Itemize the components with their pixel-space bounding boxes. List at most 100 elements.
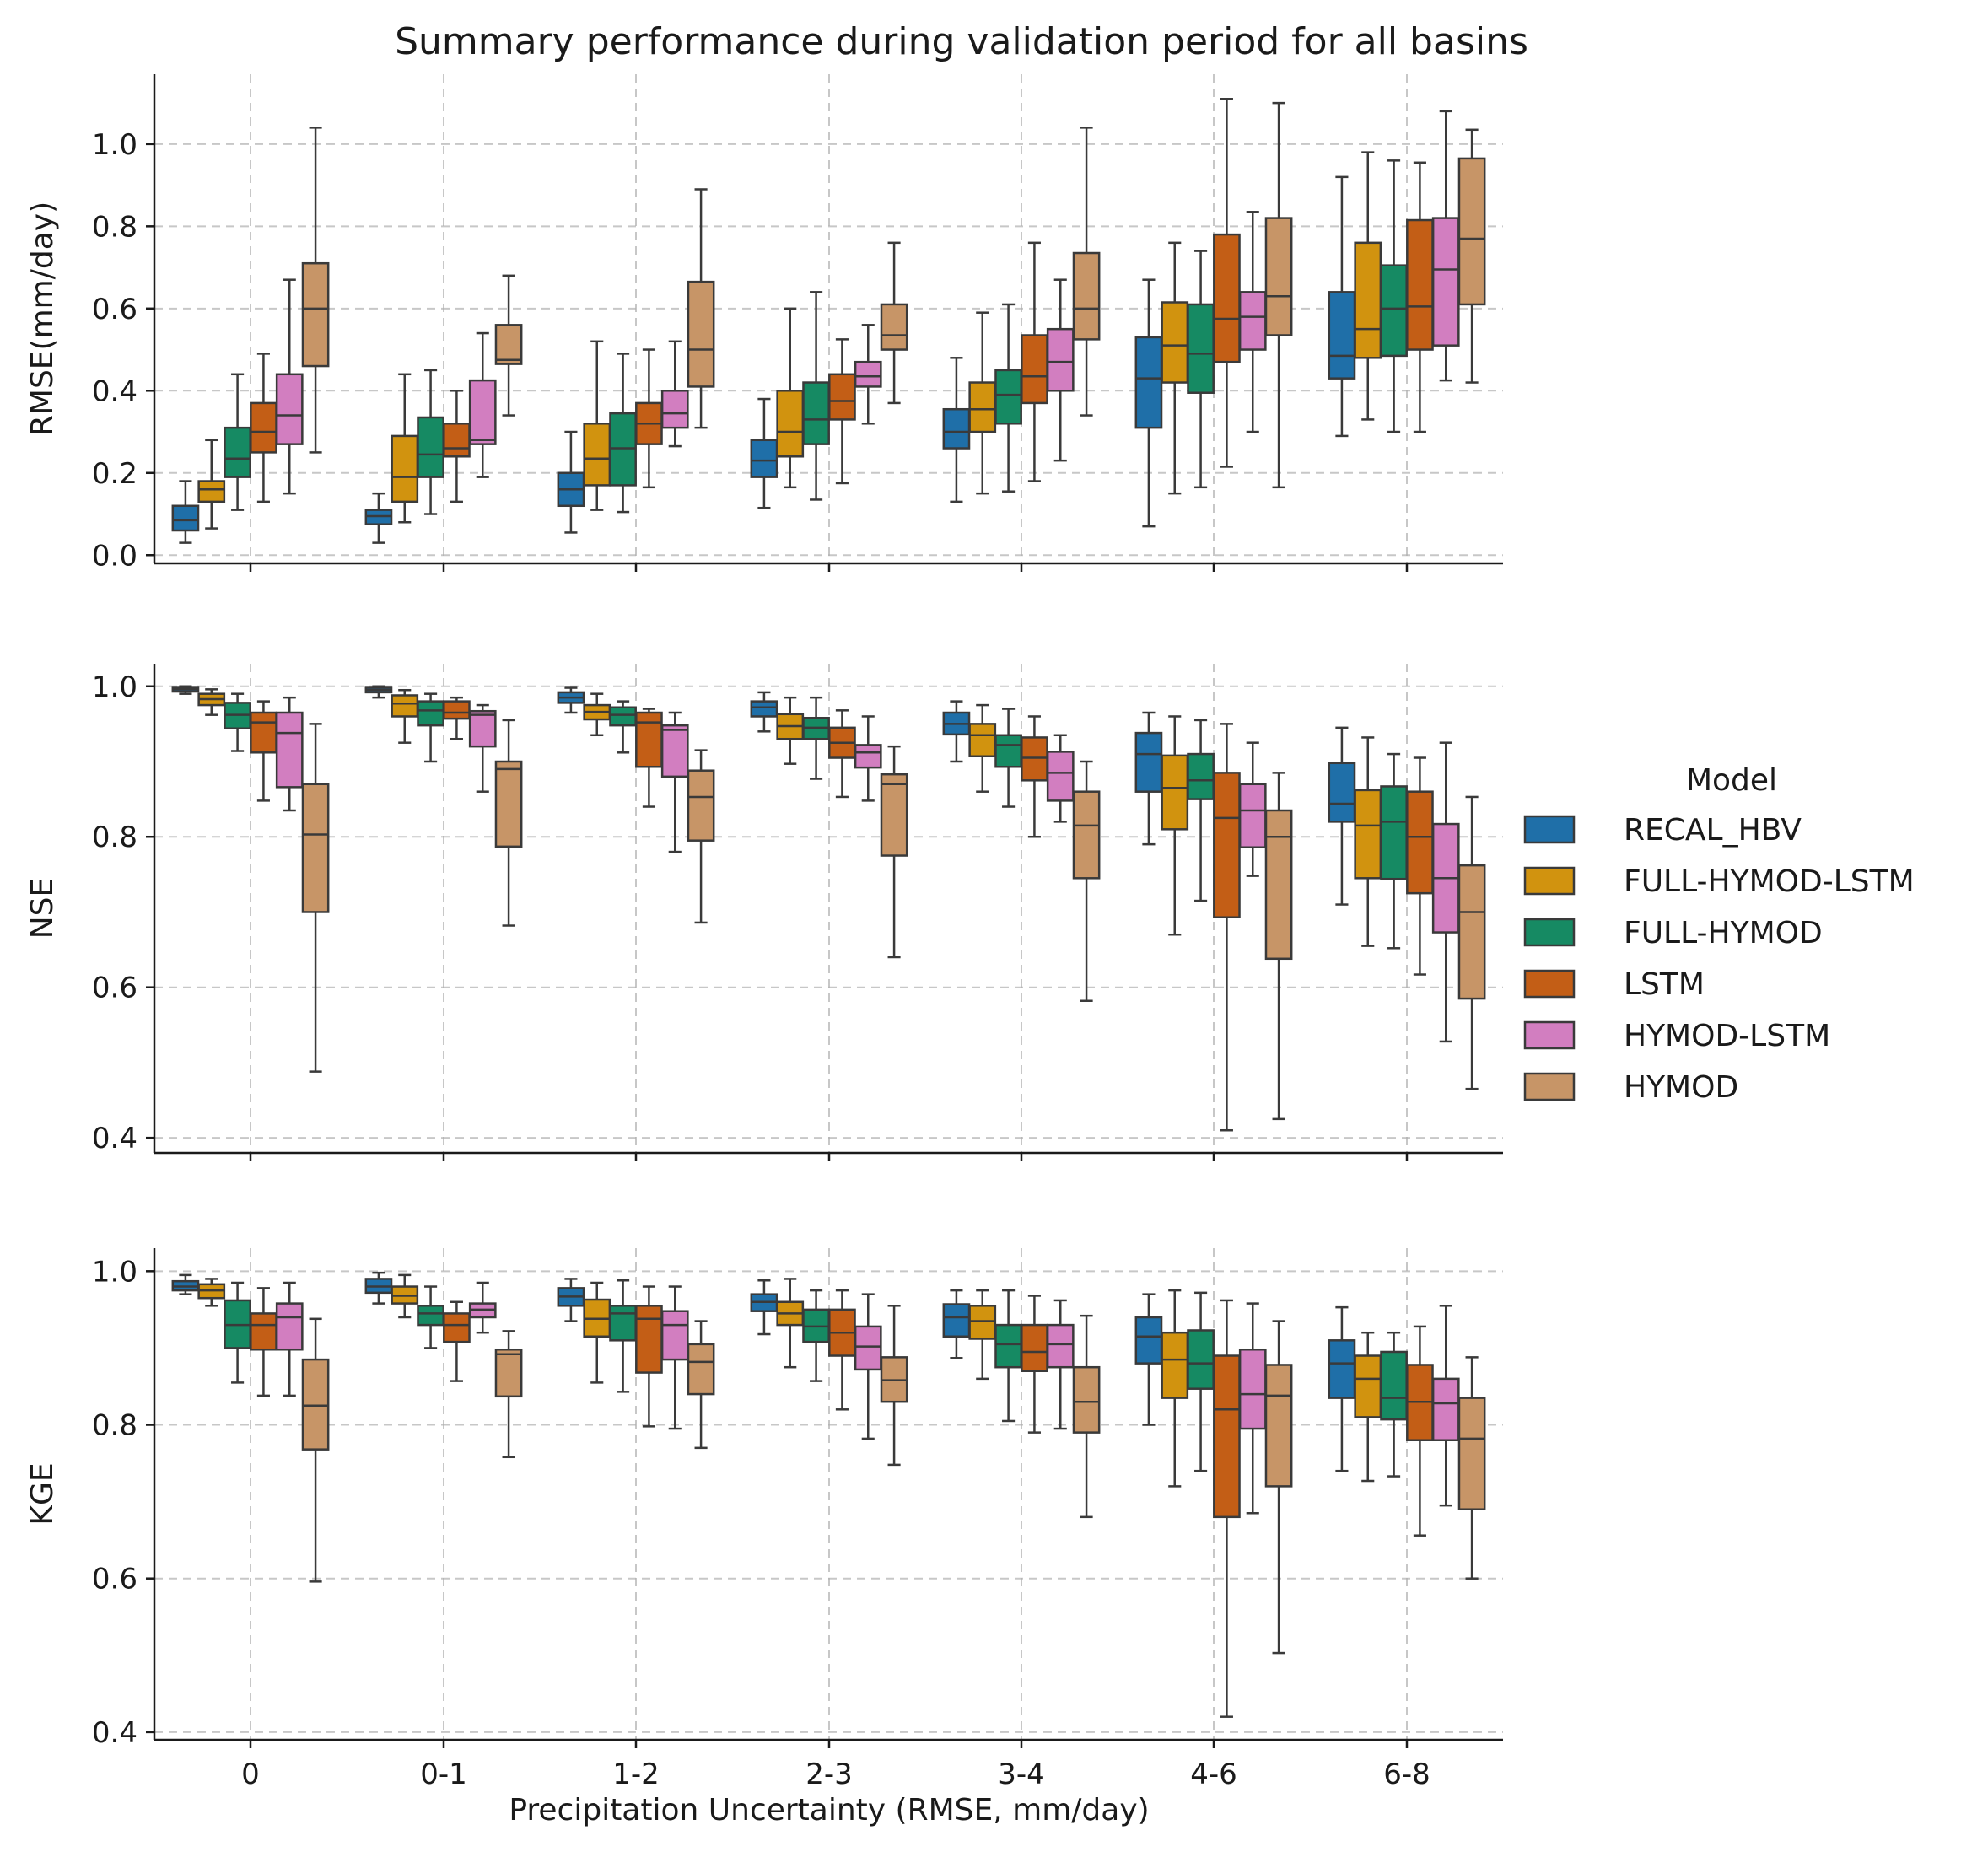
legend-label: HYMOD: [1624, 1070, 1738, 1105]
box-0-1-FULL-HYMOD-LSTM: [391, 688, 419, 744]
box-1-2-FULL-HYMOD: [609, 700, 637, 754]
box-4-6-FULL-HYMOD-LSTM: [1161, 241, 1189, 495]
box-iqr: [1328, 291, 1356, 380]
box-1-2-HYMOD: [687, 188, 715, 429]
box-6-8-RECAL_HBV: [1328, 175, 1356, 438]
box-3-4-HYMOD-LSTM: [1046, 734, 1075, 823]
box-iqr: [1046, 327, 1075, 392]
box-6-8-RECAL_HBV: [1328, 726, 1356, 906]
box-3-4-RECAL_HBV: [942, 357, 971, 503]
box-iqr: [1021, 334, 1048, 405]
box-2-3-HYMOD-LSTM: [854, 715, 882, 802]
box-iqr: [750, 439, 778, 478]
box-0-1-RECAL_HBV: [364, 492, 393, 544]
box-2-3-HYMOD: [880, 241, 908, 405]
box-iqr: [1354, 789, 1382, 880]
legend-swatch: [1523, 815, 1576, 844]
y-tick-label: 0.8: [92, 1409, 137, 1443]
box-iqr: [301, 261, 330, 368]
box-0-FULL-HYMOD: [224, 1281, 251, 1384]
box-iqr: [994, 1323, 1022, 1369]
y-tick-label: 1.0: [92, 670, 137, 704]
box-2-3-FULL-HYMOD: [802, 696, 830, 780]
legend-item-FULL-HYMOD-LSTM: FULL-HYMOD-LSTM: [1523, 864, 1915, 899]
box-4-6-HYMOD-LSTM: [1238, 211, 1267, 433]
box-6-8-FULL-HYMOD: [1380, 1331, 1408, 1478]
x-tick-label: 3-4: [998, 1758, 1045, 1791]
box-1-2-FULL-HYMOD: [609, 1279, 637, 1393]
box-iqr: [417, 700, 444, 727]
box-iqr: [494, 1348, 523, 1398]
box-4-6-RECAL_HBV: [1134, 711, 1163, 846]
box-iqr: [443, 423, 471, 458]
box-2-3-LSTM: [828, 709, 856, 799]
box-3-4-FULL-HYMOD: [994, 303, 1022, 493]
box-iqr: [942, 1303, 971, 1338]
box-iqr: [1161, 1331, 1189, 1399]
box-3-4-FULL-HYMOD-LSTM: [968, 1289, 997, 1381]
y-tick-label: 0.8: [92, 821, 137, 854]
box-6-8-HYMOD-LSTM: [1431, 1305, 1460, 1507]
legend-title: Model: [1686, 763, 1777, 798]
y-tick-label: 0.4: [92, 1122, 137, 1155]
x-tick-label: 1-2: [612, 1758, 660, 1791]
box-0-FULL-HYMOD-LSTM: [197, 439, 226, 530]
box-3-4-HYMOD: [1072, 760, 1101, 1003]
box-0-FULL-HYMOD: [224, 692, 251, 752]
y-tick-label: 0.6: [92, 972, 137, 1005]
box-1-2-HYMOD-LSTM: [660, 711, 689, 853]
box-6-8-HYMOD-LSTM: [1431, 741, 1460, 1043]
box-0-1-LSTM: [443, 390, 471, 503]
box-iqr: [854, 360, 882, 388]
legend-swatch: [1523, 1072, 1576, 1101]
box-1-2-FULL-HYMOD-LSTM: [583, 1281, 611, 1384]
y-axis-label: NSE: [25, 878, 60, 939]
box-iqr: [750, 700, 778, 718]
box-iqr: [1187, 303, 1215, 394]
box-0-LSTM: [250, 1287, 277, 1397]
box-iqr: [1072, 790, 1101, 880]
legend-swatch: [1523, 1020, 1576, 1050]
box-4-6-HYMOD: [1264, 1320, 1293, 1655]
box-iqr: [417, 416, 444, 478]
box-1-2-FULL-HYMOD-LSTM: [583, 692, 611, 737]
y-tick-label: 0.4: [92, 1716, 137, 1750]
box-1-2-LSTM: [635, 708, 663, 808]
box-iqr: [994, 369, 1022, 425]
box-iqr: [250, 401, 277, 454]
box-iqr: [1380, 264, 1408, 358]
box-2-3-LSTM: [828, 338, 856, 485]
box-0-HYMOD-LSTM: [275, 1281, 304, 1397]
legend-item-HYMOD-LSTM: HYMOD-LSTM: [1523, 1019, 1830, 1053]
y-tick-label: 0.8: [92, 210, 137, 244]
box-2-3-LSTM: [828, 1289, 856, 1411]
box-iqr: [468, 379, 497, 445]
box-iqr: [1238, 783, 1267, 848]
legend-item-LSTM: LSTM: [1523, 967, 1705, 1002]
box-iqr: [1072, 251, 1101, 341]
box-0-RECAL_HBV: [171, 480, 200, 544]
legend-item-FULL-HYMOD: FULL-HYMOD: [1523, 916, 1823, 950]
box-iqr: [609, 706, 637, 727]
box-0-1-LSTM: [443, 696, 471, 740]
box-0-RECAL_HBV: [171, 1273, 200, 1295]
box-iqr: [880, 303, 908, 351]
box-iqr: [1021, 736, 1048, 782]
box-0-1-FULL-HYMOD: [417, 1285, 444, 1349]
y-tick-label: 0.6: [92, 293, 137, 326]
box-1-2-FULL-HYMOD: [609, 353, 637, 514]
box-iqr: [1213, 233, 1241, 363]
box-iqr: [1457, 1397, 1486, 1510]
box-iqr: [1046, 751, 1075, 802]
box-iqr: [994, 734, 1022, 768]
panels: 0.0 0.2 0.4 0.6 0.8 1.0 RMSE(mm/day) 0.4 0.6 0.8 1…: [25, 74, 1503, 1791]
box-2-3-HYMOD-LSTM: [854, 1293, 882, 1440]
box-iqr: [250, 711, 277, 754]
box-iqr: [1380, 1350, 1408, 1421]
box-2-3-HYMOD: [880, 1305, 908, 1467]
legend-swatch: [1523, 969, 1576, 999]
box-iqr: [1328, 762, 1356, 823]
x-tick-label: 2-3: [805, 1758, 853, 1791]
box-iqr: [1380, 785, 1408, 880]
x-tick-label: 0-1: [420, 1758, 467, 1791]
